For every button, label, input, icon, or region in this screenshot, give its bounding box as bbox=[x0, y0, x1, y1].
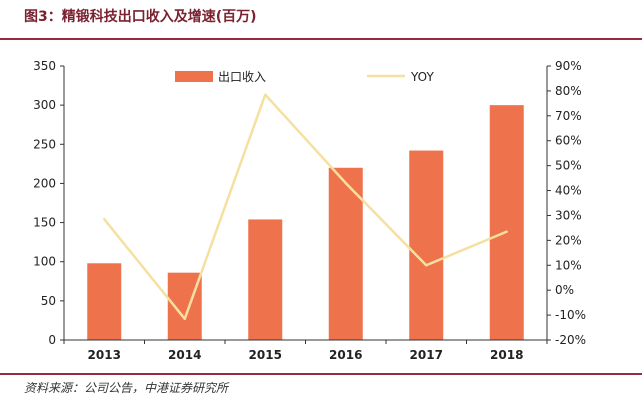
source-rule bbox=[0, 373, 642, 375]
right-tick-label: 30% bbox=[555, 208, 582, 222]
yoy-point-2014 bbox=[183, 317, 186, 321]
yoy-line bbox=[103, 93, 508, 321]
bar-2015 bbox=[248, 219, 283, 340]
legend-swatch-bar bbox=[175, 71, 213, 82]
x-tick-label-2013: 2013 bbox=[88, 348, 121, 362]
right-tick-label: -10% bbox=[555, 308, 586, 322]
right-tick-label: 90% bbox=[555, 59, 582, 73]
right-tick-label: 40% bbox=[555, 184, 582, 198]
source-note: 资料来源：公司公告，中港证券研究所 bbox=[24, 381, 229, 395]
bar-2013 bbox=[87, 263, 122, 340]
left-tick-label: 0 bbox=[48, 333, 56, 347]
legend-label-bar: 出口收入 bbox=[218, 70, 266, 84]
left-tick-label: 150 bbox=[33, 216, 56, 230]
x-tick-label-2016: 2016 bbox=[329, 348, 362, 362]
legend-label-line: YOY bbox=[410, 70, 434, 84]
bar-2017 bbox=[409, 150, 444, 340]
left-tick-label: 100 bbox=[33, 255, 56, 269]
yoy-point-2016 bbox=[344, 181, 347, 185]
yoy-point-2017 bbox=[425, 264, 428, 267]
left-tick-label: 250 bbox=[33, 137, 56, 151]
x-tick-label-2018: 2018 bbox=[490, 348, 523, 362]
title-rule bbox=[0, 38, 642, 40]
bar-2016 bbox=[328, 167, 363, 340]
right-tick-label: 70% bbox=[555, 109, 582, 123]
right-tick-label: 60% bbox=[555, 134, 582, 148]
yoy-point-2015 bbox=[264, 93, 267, 96]
x-tick-label-2017: 2017 bbox=[410, 348, 443, 362]
x-tick-label-2015: 2015 bbox=[249, 348, 282, 362]
x-tick-label-2014: 2014 bbox=[168, 348, 201, 362]
figure-title: 图3：精锻科技出口收入及增速(百万) bbox=[24, 9, 257, 25]
right-tick-label: 50% bbox=[555, 159, 582, 173]
right-tick-label: 10% bbox=[555, 258, 582, 272]
yoy-point-2018 bbox=[505, 230, 508, 233]
right-tick-label: 0% bbox=[555, 283, 574, 297]
bar-2018 bbox=[489, 105, 524, 341]
right-tick-label: 20% bbox=[555, 233, 582, 247]
left-tick-label: 50 bbox=[41, 294, 56, 308]
left-tick-label: 350 bbox=[33, 59, 56, 73]
right-tick-label: 80% bbox=[555, 84, 582, 98]
yoy-point-2013 bbox=[103, 217, 106, 221]
left-tick-label: 300 bbox=[33, 98, 56, 112]
right-tick-label: -20% bbox=[555, 333, 586, 347]
left-tick-label: 200 bbox=[33, 176, 56, 190]
